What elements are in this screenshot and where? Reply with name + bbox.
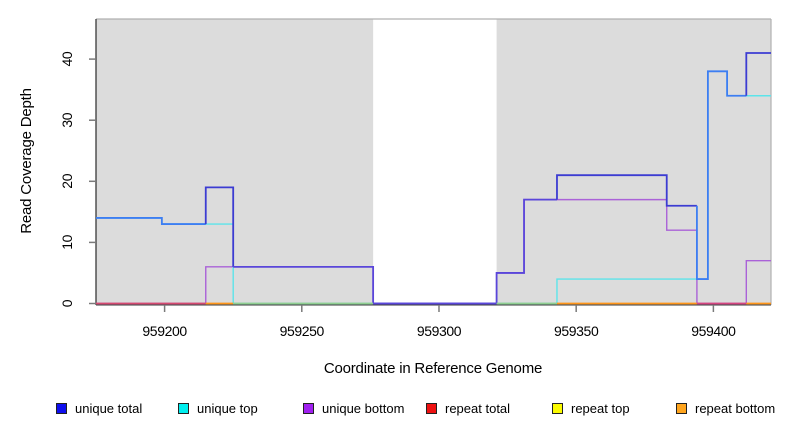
no-data-band bbox=[373, 19, 497, 305]
legend-swatch-repeat-total bbox=[426, 402, 437, 414]
legend-swatch-repeat-bottom bbox=[676, 402, 687, 414]
legend: unique total unique top unique bottom repea… bbox=[0, 398, 792, 422]
legend-label: repeat bottom bbox=[695, 400, 776, 416]
x-tick-label: 959400 bbox=[691, 323, 736, 339]
legend-item-repeat-top: repeat top bbox=[552, 398, 630, 418]
y-tick-label: 20 bbox=[59, 173, 75, 188]
y-tick-label: 0 bbox=[59, 299, 75, 307]
legend-item-repeat-bottom: repeat bottom bbox=[676, 398, 775, 418]
y-axis-title: Read Coverage Depth bbox=[18, 88, 35, 233]
legend-swatch-repeat-top bbox=[552, 402, 563, 414]
series-line-unique-total bbox=[745, 52, 771, 96]
coverage-plot-svg: 959200 959250 959300 959350 959400010203040 … bbox=[18, 18, 772, 377]
legend-label: unique total bbox=[75, 400, 143, 416]
x-axis-title: Coordinate in Reference Genome bbox=[324, 360, 542, 377]
series-line-unique-total bbox=[233, 198, 557, 305]
legend-item-repeat-total: repeat total bbox=[426, 398, 510, 418]
x-tick-label: 959350 bbox=[554, 323, 599, 339]
x-tick-label: 959250 bbox=[280, 323, 325, 339]
legend-label: repeat total bbox=[445, 400, 511, 416]
legend-label: repeat top bbox=[571, 400, 630, 416]
legend-swatch-unique-total bbox=[56, 402, 67, 414]
x-tick-label: 959200 bbox=[142, 323, 187, 339]
legend-item-unique-total: unique total bbox=[56, 398, 142, 418]
legend-swatch-unique-top bbox=[178, 402, 189, 414]
x-tick-label: 959300 bbox=[417, 323, 462, 339]
y-tick-label: 40 bbox=[59, 51, 75, 66]
legend-swatch-unique-bottom bbox=[303, 402, 314, 414]
legend-item-unique-bottom: unique bottom bbox=[303, 398, 404, 418]
series-line-unique-total bbox=[556, 174, 697, 207]
legend-label: unique top bbox=[197, 400, 258, 416]
series-line-unique-total bbox=[204, 186, 235, 267]
legend-label: unique bottom bbox=[322, 400, 405, 416]
y-tick-label: 30 bbox=[59, 112, 75, 127]
series-line-unique-total bbox=[96, 217, 206, 225]
y-tick-label: 10 bbox=[59, 234, 75, 249]
legend-item-unique-top: unique top bbox=[178, 398, 258, 418]
series-line-unique-total bbox=[696, 70, 747, 280]
